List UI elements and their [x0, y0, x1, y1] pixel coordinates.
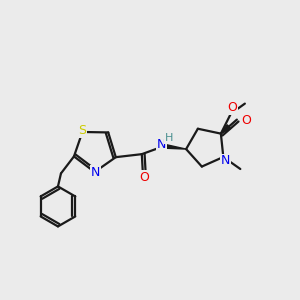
Text: O: O	[241, 114, 251, 127]
Polygon shape	[164, 144, 186, 149]
Text: N: N	[91, 167, 100, 179]
Text: N: N	[220, 154, 230, 167]
Text: O: O	[227, 101, 237, 114]
Text: H: H	[165, 133, 173, 143]
Text: O: O	[139, 171, 149, 184]
Text: N: N	[157, 138, 167, 151]
Polygon shape	[221, 125, 230, 134]
Text: S: S	[78, 124, 86, 137]
